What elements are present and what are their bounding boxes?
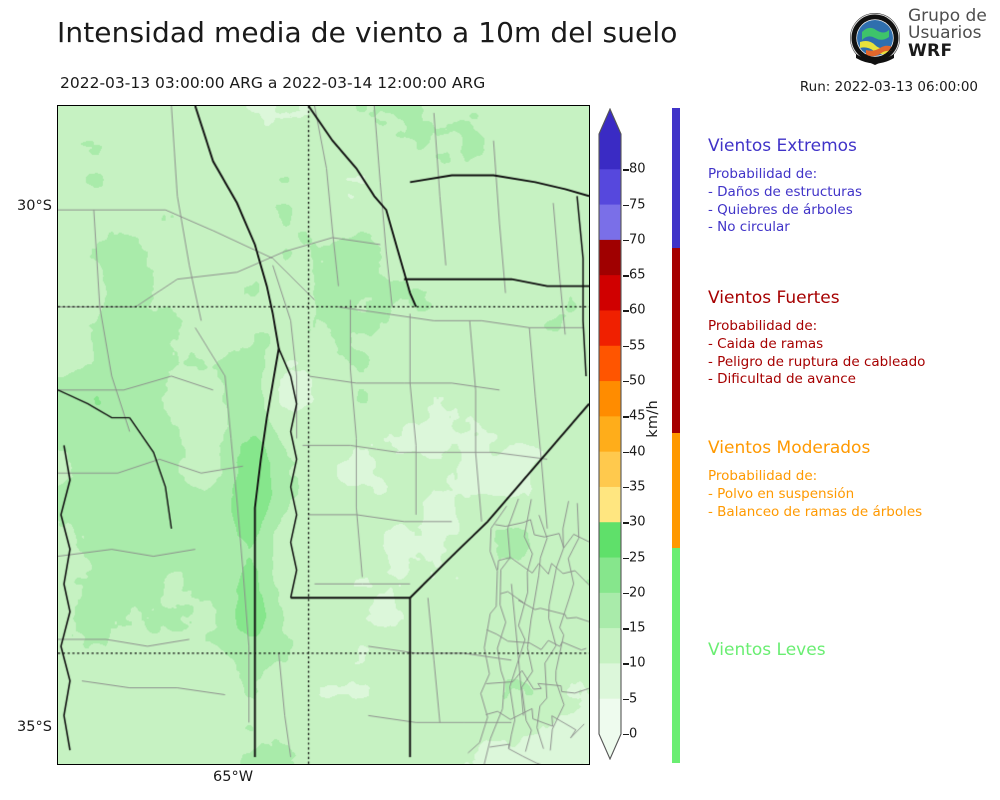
legend-detail-line: - Caida de ramas: [708, 335, 824, 352]
legend-section-1: Vientos Fuertes Probabilidad de: - Caida d…: [708, 288, 990, 389]
colorbar-tick-mark: [623, 592, 629, 595]
colorbar-tick-label-40: 40: [629, 444, 646, 460]
colorbar: 0 5 10 15 20 25 30 35 40 45 50 55 60 65 70 75 80: [598, 108, 646, 760]
wrf-globe-seal-icon: [850, 13, 900, 65]
colorbar-tick-label-35: 35: [629, 479, 646, 495]
colorbar-tick-label-80: 80: [629, 161, 646, 177]
colorbar-tick-label-5: 5: [629, 691, 638, 707]
colorbar-tick-label-45: 45: [629, 408, 646, 424]
legend-detail-line: - Dificultad de avance: [708, 371, 856, 388]
colorbar-gradient: [598, 108, 622, 760]
logo-line-3: WRF: [908, 40, 953, 61]
legend-section-details: Probabilidad de: - Caida de ramas - Peligr…: [708, 318, 990, 389]
legend-section-0: Vientos Extremos Probabilidad de: - Daños …: [708, 136, 990, 237]
colorbar-tick-label-20: 20: [629, 585, 646, 601]
colorbar-tick-label-75: 75: [629, 197, 646, 213]
colorbar-tick-mark: [623, 275, 629, 277]
legend-section-title: Vientos Fuertes: [708, 288, 840, 308]
colorbar-tick-label-0: 0: [629, 726, 638, 742]
legend-section-title: Vientos Leves: [708, 640, 826, 660]
legend-detail-line: - Peligro de ruptura de cableado: [708, 353, 926, 370]
model-run-label: Run: 2022-03-13 06:00:00: [799, 79, 978, 95]
logo-line-1: Grupo de: [908, 6, 987, 26]
legend-detail-line: Probabilidad de:: [708, 468, 818, 484]
legend-detail-line: - Polvo en suspensión: [708, 485, 855, 502]
wrf-user-group-logo: Grupo de Usuarios WRF: [846, 6, 996, 70]
lat-tick-35s: 35°S: [17, 719, 52, 735]
colorbar-tick-label-15: 15: [629, 620, 646, 636]
page-title: Intensidad media de viento a 10m del sue…: [57, 16, 678, 49]
colorbar-tick-mark: [623, 663, 629, 665]
logo-line-2: Usuarios: [908, 23, 982, 44]
colorbar-tick-label-60: 60: [629, 302, 646, 318]
colorbar-tick-mark: [623, 734, 629, 736]
colorbar-tick-label-25: 25: [629, 550, 646, 566]
colorbar-tick-mark: [623, 486, 629, 489]
colorbar-tick-mark: [623, 310, 629, 312]
colorbar-tick-label-65: 65: [629, 267, 646, 283]
colorbar-unit-label: km/h: [645, 400, 661, 438]
wind-field-canvas: [58, 106, 589, 764]
colorbar-tick-mark: [623, 522, 629, 524]
legend-detail-line: Probabilidad de:: [708, 166, 818, 182]
colorbar-tick-mark: [623, 204, 629, 206]
colorbar-tick-mark: [623, 239, 629, 242]
legend-section-title: Vientos Extremos: [708, 136, 857, 156]
colorbar-tick-label-70: 70: [629, 232, 646, 248]
legend-detail-line: Probabilidad de:: [708, 318, 818, 334]
wind-map[interactable]: [57, 105, 590, 765]
legend-detail-line: - No circular: [708, 219, 790, 236]
legend-color-bar-3: [672, 548, 680, 763]
forecast-period: 2022-03-13 03:00:00 ARG a 2022-03-14 12:…: [60, 74, 486, 92]
colorbar-tick-mark: [623, 381, 629, 383]
logo-brand-text: Grupo de Usuarios WRF: [908, 6, 987, 61]
legend-section-2: Vientos Moderados Probabilidad de: - Polvo…: [708, 438, 990, 521]
colorbar-tick-mark: [623, 628, 629, 630]
colorbar-tick-label-55: 55: [629, 338, 646, 354]
colorbar-tick-label-50: 50: [629, 373, 646, 389]
colorbar-tick-mark: [623, 169, 629, 171]
legend-color-bar-1: [672, 248, 680, 433]
legend-section-title: Vientos Moderados: [708, 438, 871, 458]
legend-detail-line: - Quiebres de árboles: [708, 201, 853, 218]
legend-section-details: Probabilidad de: - Polvo en suspensión - B…: [708, 468, 990, 521]
colorbar-tick-mark: [623, 345, 629, 348]
colorbar-tick-mark: [623, 557, 629, 559]
legend-detail-line: - Daños de estructuras: [708, 183, 863, 200]
lon-tick-65w: 65°W: [213, 769, 254, 785]
legend-section-3: Vientos Leves: [708, 640, 990, 670]
colorbar-tick-label-10: 10: [629, 655, 646, 671]
wind-category-legend: Vientos Extremos Probabilidad de: - Daños …: [672, 108, 992, 763]
legend-color-bar-0: [672, 108, 680, 248]
colorbar-tick-mark: [623, 451, 629, 454]
legend-color-bar-2: [672, 433, 680, 548]
colorbar-tick-mark: [623, 416, 629, 418]
colorbar-tick-label-30: 30: [629, 514, 646, 530]
colorbar-tick-mark: [623, 698, 629, 701]
legend-section-details: Probabilidad de: - Daños de estructuras - …: [708, 166, 990, 237]
lat-tick-30s: 30°S: [17, 198, 52, 214]
legend-detail-line: - Balanceo de ramas de árboles: [708, 503, 923, 520]
